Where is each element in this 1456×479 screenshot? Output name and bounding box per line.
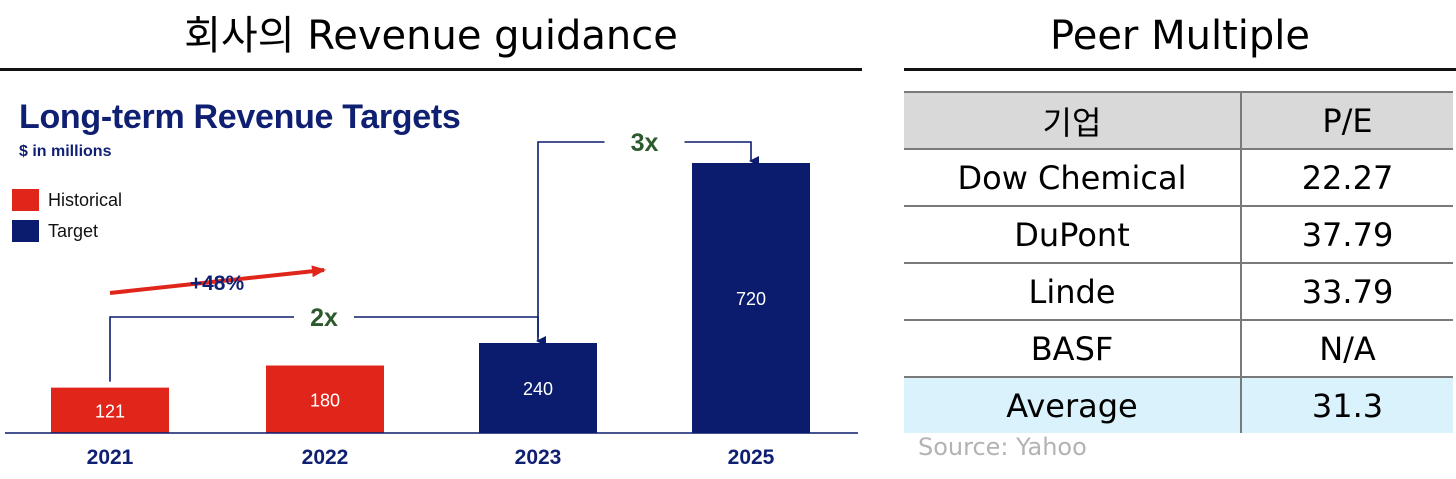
- legend-item-historical: Historical: [12, 188, 122, 212]
- bar-value-label: 121: [95, 401, 125, 421]
- revenue-bar-chart: 121 2021 180 2022 240 2023 720 2025 +48% 2x 3x: [5, 129, 858, 469]
- cell-pe: N/A: [1241, 320, 1453, 378]
- bar-value-label: 720: [736, 289, 766, 309]
- peer-multiple-title: Peer Multiple: [1050, 13, 1310, 59]
- revenue-guidance-title: 회사의 Revenue guidance: [184, 13, 678, 59]
- table-row-average: Average 31.3: [904, 377, 1453, 433]
- right-title-rule: [904, 68, 1456, 71]
- cell-company: DuPont: [904, 206, 1242, 264]
- cell-pe: 33.79: [1241, 263, 1453, 321]
- bar-value-label: 180: [310, 390, 340, 410]
- peer-multiple-table: 기업 P/E Dow Chemical 22.27 DuPont 37.79 L…: [904, 91, 1453, 433]
- chart-legend: Historical Target: [12, 188, 122, 250]
- bar-value-label: 240: [523, 379, 553, 399]
- cell-pe: 22.27: [1241, 149, 1453, 207]
- chart-subtitle: $ in millions: [19, 143, 112, 160]
- cell-pe: 37.79: [1241, 206, 1453, 264]
- legend-swatch-historical: [12, 189, 39, 211]
- table-row: BASF N/A: [904, 320, 1453, 378]
- table-row: Dow Chemical 22.27: [904, 149, 1453, 207]
- growth-multiple-label: 2x: [310, 304, 338, 332]
- bar-2023: [479, 343, 597, 433]
- source-note: Source: Yahoo: [918, 433, 1087, 461]
- chart-title: Long-term Revenue Targets: [19, 98, 461, 136]
- growth-bracket-line: [109, 316, 294, 382]
- cell-company: Linde: [904, 263, 1242, 321]
- legend-item-target: Target: [12, 219, 122, 243]
- cell-pe: 31.3: [1241, 377, 1453, 433]
- x-tick-label: 2025: [728, 446, 775, 469]
- legend-swatch-target: [12, 220, 39, 242]
- growth-multiple-label: 3x: [631, 129, 659, 157]
- table-row: Linde 33.79: [904, 263, 1453, 321]
- table-row: DuPont 37.79: [904, 206, 1453, 264]
- bar-2025: [692, 163, 810, 433]
- growth-bracket-arrow: [354, 316, 546, 346]
- x-tick-label: 2022: [302, 446, 349, 469]
- legend-label-historical: Historical: [48, 189, 123, 210]
- x-tick-label: 2023: [515, 446, 562, 469]
- growth-bracket-arrow: [684, 141, 759, 166]
- left-title-rule: [0, 68, 862, 71]
- cell-company: Dow Chemical: [904, 149, 1242, 207]
- cell-company: Average: [904, 377, 1242, 433]
- column-header-pe: P/E: [1241, 91, 1453, 150]
- table-header-row: 기업 P/E: [904, 91, 1453, 150]
- column-header-company: 기업: [904, 91, 1242, 150]
- legend-label-target: Target: [48, 220, 99, 241]
- x-tick-label: 2021: [87, 446, 134, 469]
- growth-percent-label: +48%: [190, 272, 245, 295]
- growth-red-arrow: [109, 265, 326, 295]
- bar-2021: [51, 387, 169, 433]
- cell-company: BASF: [904, 320, 1242, 378]
- growth-bracket-line: [537, 141, 605, 337]
- bar-2022: [266, 365, 384, 433]
